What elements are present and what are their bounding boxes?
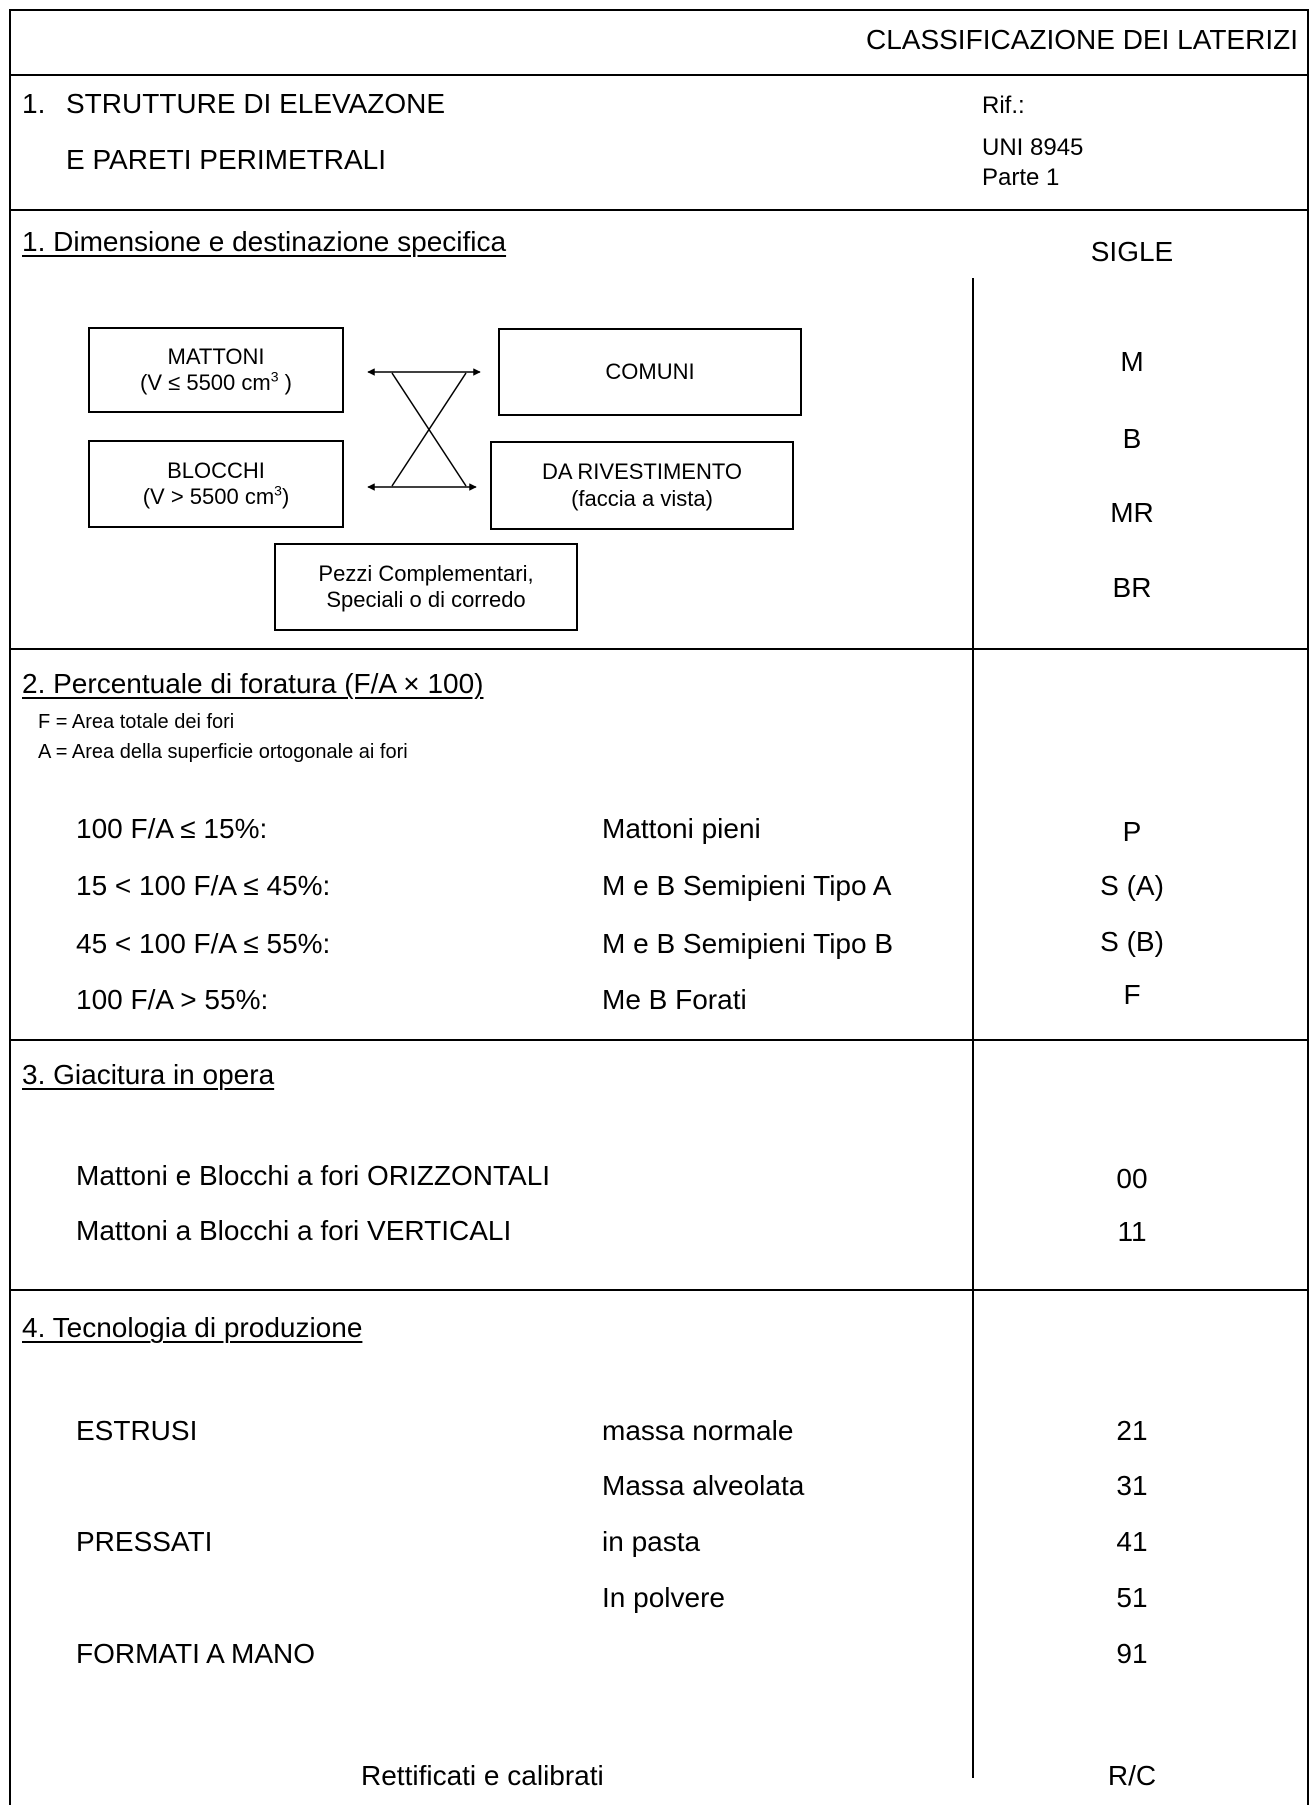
condition-row-4: 100 F/A > 55%: <box>76 984 269 1015</box>
description-row-2: M e B Semipieni Tipo A <box>602 870 892 901</box>
box-blocchi-line-2: (V > 5500 cm3) <box>143 484 290 510</box>
document-title: CLASSIFICAZIONE DEI LATERIZI <box>865 24 1298 55</box>
box-blocchi-close: ) <box>281 484 290 509</box>
final-code: R/C <box>1107 1760 1157 1791</box>
tech-description-3: in pasta <box>602 1526 701 1557</box>
box-mattoni-line-1: MATTONI <box>167 343 265 369</box>
arrow-cross-up <box>391 372 467 487</box>
code-giacitura-1: 00 <box>1116 1163 1148 1194</box>
box-mattoni-line-2: (V ≤ 5500 cm3 ) <box>140 370 292 396</box>
box-mattoni-close: ) <box>278 370 292 395</box>
section-1-heading: 1. Dimensione e destinazione specifica <box>22 226 507 257</box>
code-row-3: S (B) <box>1100 926 1164 957</box>
note-a: A = Area della superficie ortogonale ai … <box>38 741 408 763</box>
section-title-line-1: STRUTTURE DI ELEVAZONE <box>66 88 446 119</box>
rule-section-4 <box>9 1289 1309 1291</box>
condition-row-3: 45 < 100 F/A ≤ 55%: <box>76 928 331 959</box>
description-row-1: Mattoni pieni <box>602 813 761 844</box>
rule-header <box>9 74 1309 76</box>
box-rivestimento: DA RIVESTIMENTO (faccia a vista) <box>490 441 794 530</box>
box-blocchi: BLOCCHI (V > 5500 cm3) <box>88 440 344 528</box>
description-row-4: Me B Forati <box>602 984 747 1015</box>
code-blocchi: B <box>1122 423 1142 454</box>
tech-description-1: massa normale <box>602 1415 794 1446</box>
box-pezzi-complementari: Pezzi Complementari, Speciali o di corre… <box>274 543 578 631</box>
section-title-line-2: E PARETI PERIMETRALI <box>66 144 386 175</box>
section-number: 1. <box>22 88 46 119</box>
giacitura-row-1: Mattoni e Blocchi a fori ORIZZONTALI <box>76 1160 551 1191</box>
code-tech-5: 91 <box>1116 1638 1148 1669</box>
section-2-heading: 2. Percentuale di foratura (F/A × 100) <box>22 668 484 699</box>
box-pezzi-line-2: Speciali o di corredo <box>326 587 526 612</box>
tech-description-4: In polvere <box>602 1582 725 1613</box>
code-row-1: P <box>1122 816 1142 847</box>
final-label: Rettificati e calibrati <box>361 1760 604 1791</box>
code-tech-4: 51 <box>1116 1582 1148 1613</box>
box-comuni: COMUNI <box>498 328 802 416</box>
box-blocchi-exponent: 3 <box>274 482 282 499</box>
code-mattoni-rivestimento: MR <box>1110 497 1154 528</box>
code-mattoni: M <box>1120 346 1144 377</box>
box-rivestimento-line-1: DA RIVESTIMENTO <box>541 459 743 485</box>
tech-category-5: FORMATI A MANO <box>76 1638 316 1669</box>
column-divider-2 <box>972 648 974 1778</box>
rule-section-2 <box>9 648 1309 650</box>
box-mattoni: MATTONI (V ≤ 5500 cm3 ) <box>88 327 344 413</box>
condition-row-1: 100 F/A ≤ 15%: <box>76 813 268 844</box>
code-tech-3: 41 <box>1116 1526 1148 1557</box>
reference-label: Rif.: <box>982 92 1025 119</box>
column-divider-1 <box>972 278 974 648</box>
giacitura-row-2: Mattoni a Blocchi a fori VERTICALI <box>76 1215 512 1246</box>
tech-category-3: PRESSATI <box>76 1526 213 1557</box>
code-tech-2: 31 <box>1116 1470 1148 1501</box>
reference-standard: UNI 8945 <box>982 134 1084 161</box>
rule-section-1 <box>9 209 1309 211</box>
code-giacitura-2: 11 <box>1117 1216 1147 1247</box>
condition-row-2: 15 < 100 F/A ≤ 45%: <box>76 870 331 901</box>
code-row-4: F <box>1123 979 1141 1010</box>
rule-section-3 <box>9 1039 1309 1041</box>
document-frame <box>9 9 1309 1805</box>
tech-description-2: Massa alveolata <box>602 1470 805 1501</box>
box-rivestimento-line-2: (faccia a vista) <box>571 485 713 511</box>
box-pezzi-line-1: Pezzi Complementari, <box>318 560 534 586</box>
box-mattoni-volume: (V ≤ 5500 cm <box>140 370 271 395</box>
box-blocchi-line-1: BLOCCHI <box>167 457 265 483</box>
reference-part: Parte 1 <box>982 164 1060 191</box>
box-blocchi-volume: (V > 5500 cm <box>142 484 275 509</box>
note-f: F = Area totale dei fori <box>38 711 235 733</box>
tech-category-1: ESTRUSI <box>76 1415 198 1446</box>
code-blocchi-rivestimento: BR <box>1112 572 1152 603</box>
section-3-heading: 3. Giacitura in opera <box>22 1059 275 1090</box>
code-tech-1: 21 <box>1116 1415 1148 1446</box>
description-row-3: M e B Semipieni Tipo B <box>602 928 894 959</box>
section-4-heading: 4. Tecnologia di produzione <box>22 1312 363 1343</box>
code-row-2: S (A) <box>1100 870 1164 901</box>
box-mattoni-exponent: 3 <box>270 368 279 385</box>
sigle-header: SIGLE <box>1090 236 1174 267</box>
box-comuni-label: COMUNI <box>605 358 695 384</box>
